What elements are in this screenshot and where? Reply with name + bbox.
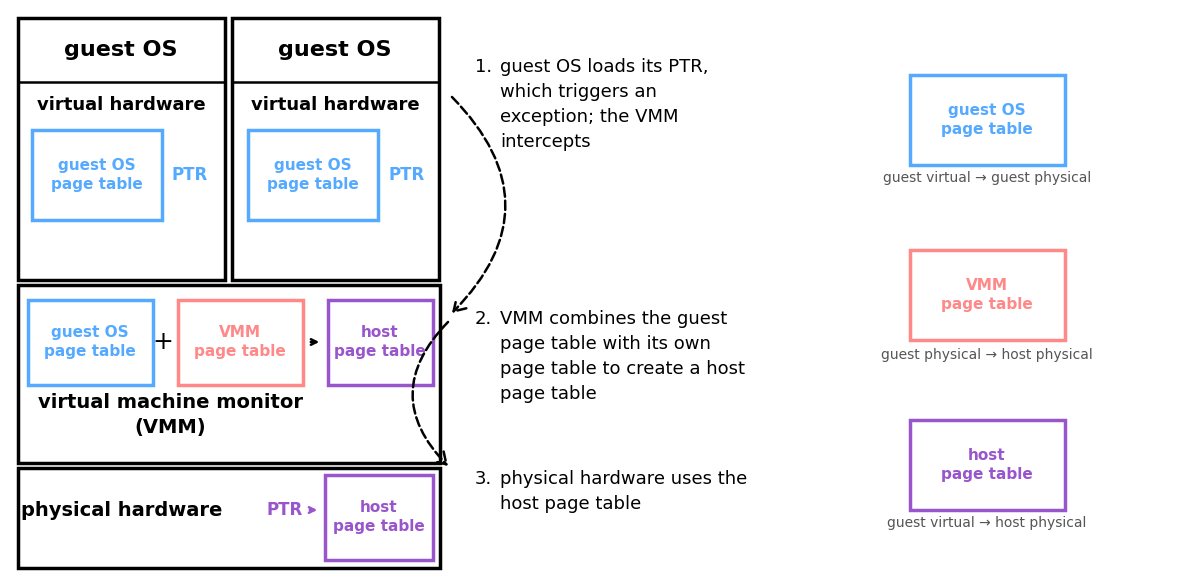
Text: host
page table: host page table [941, 448, 1033, 482]
Text: host
page table: host page table [333, 500, 424, 534]
Bar [910, 75, 1065, 165]
Bar [18, 285, 440, 463]
Text: PTR: PTR [389, 166, 426, 184]
Text: guest virtual → host physical: guest virtual → host physical [888, 516, 1086, 530]
Text: guest OS loads its PTR,
which triggers an
exception; the VMM
intercepts: guest OS loads its PTR, which triggers a… [500, 58, 708, 151]
Bar [910, 420, 1065, 510]
Text: +: + [152, 330, 174, 354]
Text: guest OS: guest OS [278, 40, 391, 60]
Text: VMM
page table: VMM page table [941, 278, 1033, 312]
Text: physical hardware: physical hardware [21, 500, 222, 520]
Text: physical hardware uses the
host page table: physical hardware uses the host page tab… [500, 470, 747, 513]
Text: guest OS
page table: guest OS page table [941, 103, 1033, 137]
Text: virtual machine monitor
(VMM): virtual machine monitor (VMM) [38, 393, 303, 437]
Bar [18, 468, 440, 568]
FancyArrowPatch shape [452, 97, 506, 311]
Bar [18, 18, 225, 280]
Text: PTR: PTR [267, 501, 303, 519]
Bar [232, 18, 439, 280]
Bar [178, 300, 303, 385]
Bar [325, 475, 433, 560]
Bar [248, 130, 378, 220]
Text: VMM
page table: VMM page table [194, 325, 286, 359]
Text: 1.: 1. [475, 58, 492, 76]
Text: virtual hardware: virtual hardware [251, 96, 420, 114]
Text: VMM combines the guest
page table with its own
page table to create a host
page : VMM combines the guest page table with i… [500, 310, 745, 403]
Text: guest OS
page table: guest OS page table [267, 158, 359, 192]
Text: 3.: 3. [475, 470, 492, 488]
Bar [910, 250, 1065, 340]
Text: guest physical → host physical: guest physical → host physical [881, 348, 1093, 362]
Text: 2.: 2. [475, 310, 492, 328]
Text: host
page table: host page table [335, 325, 426, 359]
Text: guest OS
page table: guest OS page table [44, 325, 136, 359]
Text: guest OS: guest OS [64, 40, 177, 60]
FancyArrowPatch shape [413, 322, 448, 464]
Bar [327, 300, 433, 385]
Bar [28, 300, 152, 385]
Text: PTR: PTR [171, 166, 208, 184]
Text: virtual hardware: virtual hardware [37, 96, 206, 114]
Text: guest virtual → guest physical: guest virtual → guest physical [883, 171, 1091, 185]
Bar [32, 130, 162, 220]
Text: guest OS
page table: guest OS page table [51, 158, 143, 192]
